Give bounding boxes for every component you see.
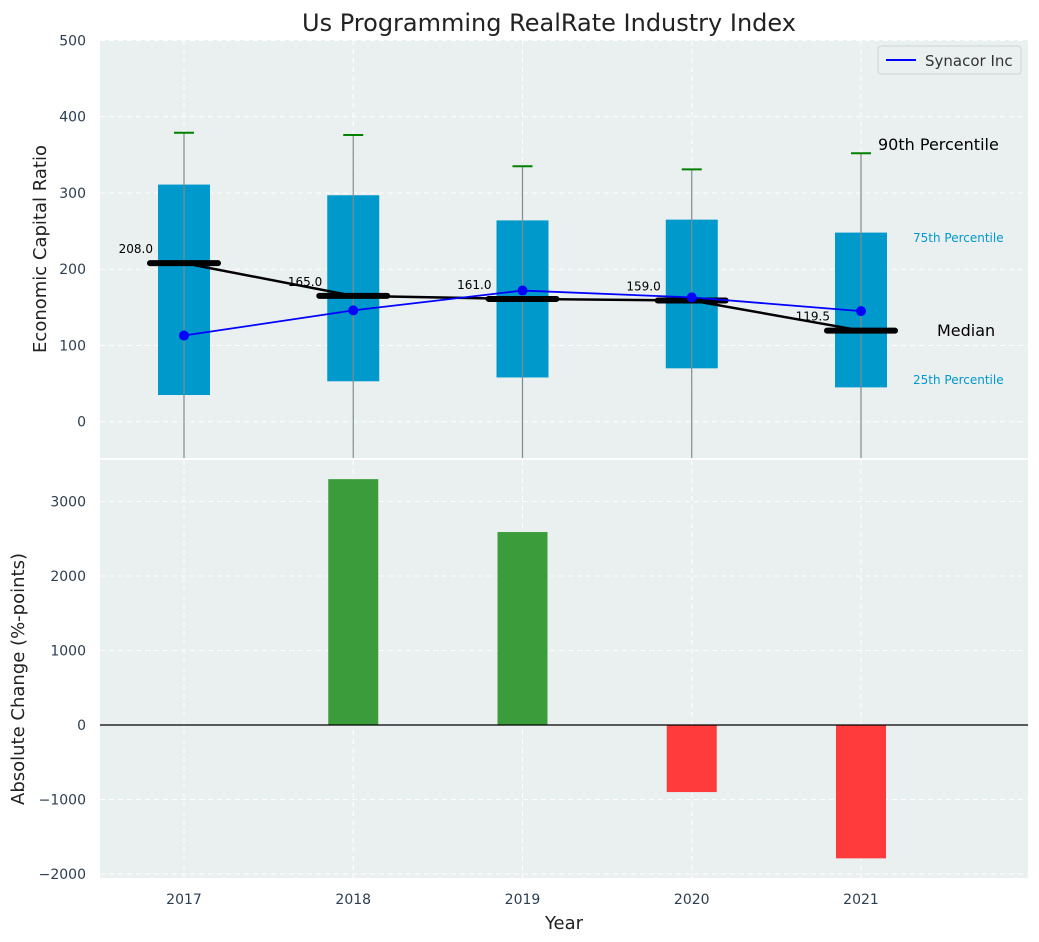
top-y-tick-label: 500 — [59, 33, 86, 49]
series-point-2021 — [856, 306, 866, 317]
top-y-tick-label: 300 — [59, 186, 86, 202]
percentile-annotations: 90th Percentile 75th Percentile Median 2… — [878, 135, 1004, 387]
series-group — [179, 285, 866, 341]
series-point-2019 — [517, 285, 528, 296]
x-tick-label-2019: 2019 — [505, 892, 541, 908]
bar-2019 — [497, 532, 548, 725]
bottom-plot-background — [100, 460, 1028, 878]
bar-2021 — [836, 725, 886, 859]
annotation-p75: 75th Percentile — [913, 231, 1004, 245]
legend-box — [877, 45, 1022, 75]
x-tick-label-2018: 2018 — [335, 892, 371, 908]
annotation-p90: 90th Percentile — [878, 135, 999, 154]
bar-2020 — [666, 725, 717, 793]
bottom-y-tick-label: 2000 — [50, 569, 86, 585]
bottom-y-tick-label: 3000 — [50, 495, 86, 511]
x-axis-label: Year — [544, 913, 584, 934]
median-label-2020: 159.0 — [626, 279, 660, 293]
top-plot-background — [100, 40, 1028, 458]
median-label-2017: 208.0 — [119, 242, 153, 256]
annotation-p25: 25th Percentile — [913, 373, 1004, 387]
series-point-2018 — [348, 305, 359, 316]
legend-label-synacor: Synacor Inc — [925, 52, 1013, 70]
median-trend-group: 208.0 165.0 161.0 159.0 119.5 — [119, 242, 898, 334]
median-label-2018: 165.0 — [288, 275, 322, 289]
bottom-y-tick-label: 0 — [77, 718, 86, 734]
median-label-2021: 119.5 — [796, 310, 830, 324]
top-y-tick-labels: 0 100 200 300 400 500 — [59, 33, 86, 430]
series-point-2020 — [686, 292, 697, 303]
bottom-y-axis-label: Absolute Change (%-points) — [8, 553, 29, 805]
chart-title: Us Programming RealRate Industry Index — [302, 9, 796, 37]
x-tick-label-2017: 2017 — [166, 892, 202, 908]
top-y-tick-label: 0 — [77, 415, 86, 431]
x-tick-labels: 2017 2018 2019 2020 2021 — [166, 892, 879, 908]
bar-2018 — [328, 479, 379, 725]
x-tick-label-2020: 2020 — [674, 892, 710, 908]
x-tick-label-2021: 2021 — [843, 892, 879, 908]
top-y-tick-label: 400 — [59, 110, 86, 126]
bottom-panel: −2000 −1000 0 1000 2000 3000 2017 2018 2019 2020… — [8, 460, 1028, 934]
bar-group — [328, 479, 886, 859]
bottom-y-tick-label: −1000 — [39, 793, 86, 809]
top-y-axis-label: Economic Capital Ratio — [30, 145, 51, 353]
bottom-y-tick-labels: −2000 −1000 0 1000 2000 3000 — [39, 495, 86, 884]
annotation-median: Median — [937, 321, 995, 340]
median-label-2019: 161.0 — [457, 278, 491, 292]
series-point-2017 — [179, 330, 189, 341]
top-y-tick-label: 200 — [59, 262, 86, 278]
legend: Synacor Inc — [877, 45, 1022, 75]
bottom-y-tick-label: 1000 — [50, 644, 86, 660]
top-y-tick-label: 100 — [59, 338, 86, 354]
bottom-y-tick-label: −2000 — [39, 867, 86, 883]
